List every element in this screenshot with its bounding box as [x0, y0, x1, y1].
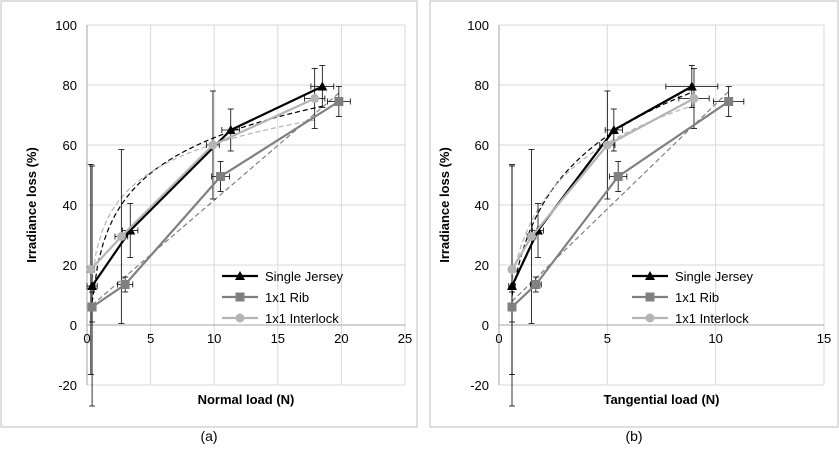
legend-label: Single Jersey [265, 269, 344, 284]
legend-swatch-marker [645, 292, 655, 302]
chart-panel-b: 0 5 10 15 -20 0 20 40 60 80 100 Tangential load (N)… [429, 0, 839, 450]
legend-label: 1x1 Rib [265, 290, 309, 305]
x-tick-label: 10 [708, 331, 722, 346]
y-tick-label: 20 [63, 258, 77, 273]
y-tick-label: 0 [70, 318, 77, 333]
caption-b: (b) [625, 428, 643, 444]
y-tick-label: 20 [475, 258, 489, 273]
data-point [317, 81, 328, 91]
y-tick-label: 80 [475, 78, 489, 93]
data-point [507, 281, 517, 290]
chart-frame [0, 0, 418, 428]
data-point [531, 280, 541, 289]
x-tick-label: 5 [147, 331, 154, 346]
legend-swatch-marker [645, 271, 655, 280]
data-point [116, 232, 126, 241]
x-axis-title: Normal load (N) [198, 392, 295, 407]
trendline [90, 119, 315, 288]
series-line [511, 97, 695, 271]
x-tick-label: 25 [398, 331, 412, 346]
series-line [511, 85, 693, 287]
y-tick-label: -20 [470, 378, 489, 393]
data-point [120, 280, 130, 289]
series-line [511, 100, 730, 308]
data-point [225, 125, 236, 134]
legend-swatch-marker [645, 313, 655, 323]
legend-swatch-marker [235, 292, 245, 302]
x-tick-label: 15 [817, 331, 831, 346]
data-point [310, 94, 320, 103]
y-tick-label: 0 [482, 318, 489, 333]
y-axis-title: Irradiance loss (%) [437, 147, 452, 263]
chart-panel-a: 0 5 10 15 20 25 -20 0 20 40 60 80 100 Normal load (N)… [0, 0, 418, 450]
y-tick-label: 100 [467, 18, 489, 33]
trendline [91, 105, 323, 303]
y-tick-label: 80 [63, 78, 77, 93]
data-point [208, 140, 218, 150]
chart-b-svg: 0 5 10 15 -20 0 20 40 60 80 100 Tangential load (N)… [429, 0, 839, 428]
legend-label: 1x1 Interlock [265, 311, 339, 326]
chart-frame [429, 0, 839, 428]
data-point [724, 97, 734, 106]
y-tick-label: 100 [55, 18, 77, 33]
series-line [90, 97, 316, 271]
data-point [608, 125, 619, 134]
data-point [87, 281, 98, 290]
data-point [527, 232, 536, 241]
legend-swatch-marker [235, 271, 245, 280]
data-point [689, 94, 699, 103]
x-tick-label: 0 [495, 331, 502, 346]
data-point [334, 97, 344, 106]
series-line [91, 100, 340, 308]
legend-swatch-marker [235, 313, 245, 323]
data-point [86, 265, 96, 274]
data-point [125, 225, 136, 235]
x-tick-label: 0 [83, 331, 90, 346]
data-point [87, 302, 97, 312]
x-tick-label: 5 [604, 331, 611, 346]
y-tick-label: 40 [63, 198, 77, 213]
y-tick-label: 40 [475, 198, 489, 213]
legend-label: 1x1 Rib [675, 290, 719, 305]
x-tick-label: 10 [207, 331, 221, 346]
data-point [507, 265, 517, 274]
data-point [613, 172, 623, 181]
trendline [511, 91, 693, 297]
data-point [507, 302, 517, 312]
x-tick-label: 20 [334, 331, 348, 346]
trendline [511, 104, 695, 281]
chart-a-svg: 0 5 10 15 20 25 -20 0 20 40 60 80 100 Normal load (N)… [0, 0, 418, 428]
x-axis-title: Tangential load (N) [603, 392, 719, 407]
x-tick-label: 15 [271, 331, 285, 346]
legend-label: 1x1 Interlock [675, 311, 749, 326]
y-tick-label: 60 [63, 138, 77, 153]
series-line [91, 85, 323, 287]
data-point [602, 140, 612, 150]
data-point [686, 81, 697, 91]
legend-label: Single Jersey [675, 269, 754, 284]
y-tick-label: 60 [475, 138, 489, 153]
y-axis-title: Irradiance loss (%) [24, 147, 39, 263]
data-point [216, 172, 226, 181]
y-tick-label: -20 [58, 378, 77, 393]
caption-a: (a) [200, 428, 218, 444]
